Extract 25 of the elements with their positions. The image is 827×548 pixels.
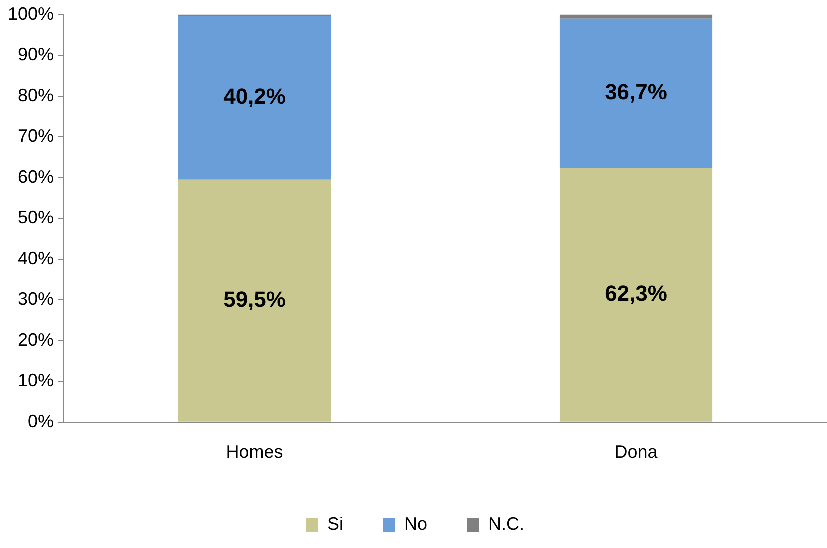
y-tick-label: 20% — [18, 330, 54, 350]
y-tick-label: 80% — [18, 85, 54, 106]
bar — [560, 168, 713, 422]
y-tick-label: 30% — [18, 289, 54, 310]
y-tick-label: 50% — [18, 208, 54, 228]
data-label: 62,3% — [605, 281, 668, 306]
bar — [560, 18, 713, 168]
y-tick-label: 90% — [18, 44, 54, 65]
legend-label: No — [404, 514, 428, 534]
legend-label: Si — [327, 514, 344, 534]
y-tick-label: 70% — [18, 126, 54, 146]
bar — [178, 16, 332, 180]
data-label: 36,7% — [605, 80, 668, 105]
y-tick-label: 40% — [18, 248, 54, 268]
x-tick-label: Homes — [226, 442, 284, 462]
bar — [560, 14, 713, 19]
y-tick-label: 10% — [18, 370, 54, 391]
y-tick-label: 100% — [8, 4, 54, 24]
y-tick-label: 0% — [28, 411, 54, 432]
data-label: 59,5% — [224, 286, 286, 312]
x-tick-label: Dona — [614, 442, 659, 462]
legend-label: N.C. — [488, 514, 525, 534]
data-label: 40,2% — [224, 84, 286, 110]
bar — [178, 180, 332, 422]
y-tick-label: 60% — [18, 166, 54, 187]
